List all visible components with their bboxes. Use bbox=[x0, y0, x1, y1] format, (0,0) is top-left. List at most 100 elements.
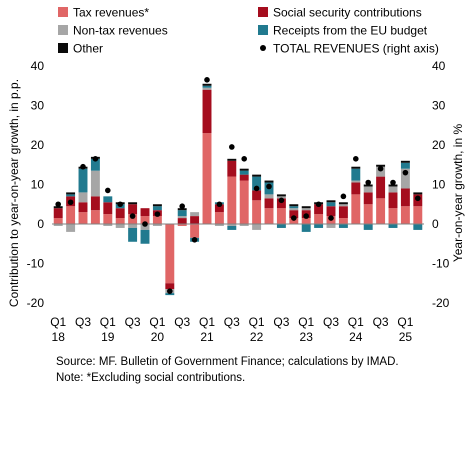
x-tick-year-label: 25 bbox=[399, 330, 413, 344]
bar-tax-revenues bbox=[239, 180, 249, 224]
x-tick-year-label: 23 bbox=[300, 330, 314, 344]
total-revenue-dot bbox=[105, 187, 111, 194]
bar-receipts-from-the-eu-budget bbox=[326, 202, 336, 207]
y-axis-title: Contribution to year-on-year growth, in … bbox=[7, 79, 21, 307]
bar-non-tax-revenues bbox=[301, 208, 311, 211]
right-axis: -20 -10 0 10 20 30 40 bbox=[432, 59, 450, 310]
bar-non-tax-revenues bbox=[338, 204, 348, 207]
x-tick-label: Q3 bbox=[224, 315, 240, 329]
x-tick-label: Q1 bbox=[298, 315, 314, 329]
bar-tax-revenues bbox=[376, 198, 386, 224]
legend-item-non-tax-revenues: Non-tax revenues bbox=[58, 24, 168, 38]
bar-tax-revenues bbox=[276, 208, 286, 224]
legend-label: Other bbox=[73, 42, 103, 56]
bar-receipts-from-the-eu-budget bbox=[363, 224, 373, 230]
bar-other bbox=[289, 204, 299, 207]
bar-non-tax-revenues bbox=[177, 216, 187, 219]
bar-other bbox=[363, 184, 373, 187]
bar-other bbox=[388, 184, 398, 187]
bar-receipts-from-the-eu-budget bbox=[202, 85, 212, 88]
bar-tax-revenues bbox=[363, 204, 373, 224]
bar-social-security-contributions bbox=[363, 192, 373, 205]
bar-receipts-from-the-eu-budget bbox=[252, 176, 262, 191]
bar-non-tax-revenues bbox=[363, 186, 373, 193]
bar-social-security-contributions bbox=[388, 192, 398, 209]
bar-social-security-contributions bbox=[202, 89, 212, 134]
y2-axis-title: Year-on-year growth, in % bbox=[451, 124, 465, 263]
bar-receipts-from-the-eu-budget bbox=[78, 168, 88, 193]
x-tick-year-label: 19 bbox=[101, 330, 115, 344]
legend-swatch bbox=[260, 45, 266, 51]
y-tick-label: 30 bbox=[31, 99, 45, 113]
total-revenue-dot bbox=[402, 169, 409, 176]
y-tick-label: -20 bbox=[27, 296, 45, 310]
bar-non-tax-revenues bbox=[289, 208, 299, 211]
bar-social-security-contributions bbox=[351, 182, 361, 195]
bar-non-tax-revenues bbox=[152, 224, 162, 226]
y-tick-label: 40 bbox=[31, 59, 45, 73]
legend-label: Social security contributions bbox=[273, 6, 422, 20]
bar-non-tax-revenues bbox=[128, 224, 138, 228]
bar-non-tax-revenues bbox=[388, 186, 398, 193]
legend-swatch bbox=[258, 25, 268, 35]
bar-receipts-from-the-eu-budget bbox=[90, 158, 100, 171]
bar-social-security-contributions bbox=[140, 208, 150, 217]
y2-tick-label: 40 bbox=[432, 59, 446, 73]
bar-tax-revenues bbox=[252, 200, 262, 224]
bar-other bbox=[239, 168, 249, 171]
legend-swatch bbox=[258, 7, 268, 17]
bar-tax-revenues bbox=[66, 206, 76, 224]
bar-other bbox=[152, 204, 162, 207]
y2-tick-label: 20 bbox=[432, 138, 446, 152]
bar-other bbox=[326, 200, 336, 203]
source-note: Source: MF. Bulletin of Government Finan… bbox=[56, 356, 399, 368]
bar-social-security-contributions bbox=[326, 206, 336, 217]
bar-social-security-contributions bbox=[239, 174, 249, 181]
bar-other bbox=[252, 174, 262, 177]
bar-receipts-from-the-eu-budget bbox=[140, 229, 150, 244]
bar-other bbox=[338, 202, 348, 205]
bar-receipts-from-the-eu-budget bbox=[66, 194, 76, 197]
bar-social-security-contributions bbox=[177, 218, 187, 224]
bar-non-tax-revenues bbox=[351, 180, 361, 183]
legend-item-social-security-contributions: Social security contributions bbox=[258, 6, 422, 20]
bar-social-security-contributions bbox=[376, 176, 386, 199]
total-revenue-dot bbox=[204, 77, 210, 83]
bar-non-tax-revenues bbox=[214, 224, 224, 226]
bar-other bbox=[177, 208, 187, 211]
bar-tax-revenues bbox=[289, 218, 299, 224]
bar-receipts-from-the-eu-budget bbox=[103, 196, 113, 203]
x-tick-label: Q3 bbox=[125, 315, 141, 329]
total-revenue-dot bbox=[179, 203, 185, 210]
bar-non-tax-revenues bbox=[202, 87, 212, 90]
bar-other bbox=[128, 202, 138, 205]
total-revenue-dot bbox=[253, 185, 260, 192]
legend-swatch bbox=[58, 43, 68, 53]
bar-other bbox=[66, 192, 76, 195]
total-revenue-dot bbox=[390, 179, 396, 186]
bar-social-security-contributions bbox=[90, 196, 100, 211]
total-revenue-dot bbox=[117, 201, 123, 208]
bar-non-tax-revenues bbox=[115, 224, 125, 228]
bar-receipts-from-the-eu-budget bbox=[177, 210, 187, 217]
bar-social-security-contributions bbox=[338, 206, 348, 219]
bar-tax-revenues bbox=[165, 224, 175, 284]
bar-tax-revenues bbox=[413, 206, 423, 224]
bar-social-security-contributions bbox=[264, 198, 274, 209]
bar-other bbox=[227, 158, 237, 161]
legend-swatch bbox=[58, 25, 68, 35]
bar-social-security-contributions bbox=[165, 283, 175, 290]
bar-tax-revenues bbox=[128, 214, 138, 225]
bar-tax-revenues bbox=[314, 214, 324, 225]
total-revenue-dot bbox=[278, 197, 285, 204]
x-tick-year-label: 24 bbox=[349, 330, 363, 344]
y-tick-label: 20 bbox=[31, 138, 45, 152]
bar-receipts-from-the-eu-budget bbox=[388, 224, 398, 228]
total-revenue-dot bbox=[377, 165, 384, 172]
legend-item-other: Other bbox=[58, 42, 103, 56]
bar-social-security-contributions bbox=[252, 190, 262, 201]
bar-social-security-contributions bbox=[78, 202, 88, 213]
x-tick-label: Q1 bbox=[348, 315, 364, 329]
bars bbox=[53, 83, 423, 296]
